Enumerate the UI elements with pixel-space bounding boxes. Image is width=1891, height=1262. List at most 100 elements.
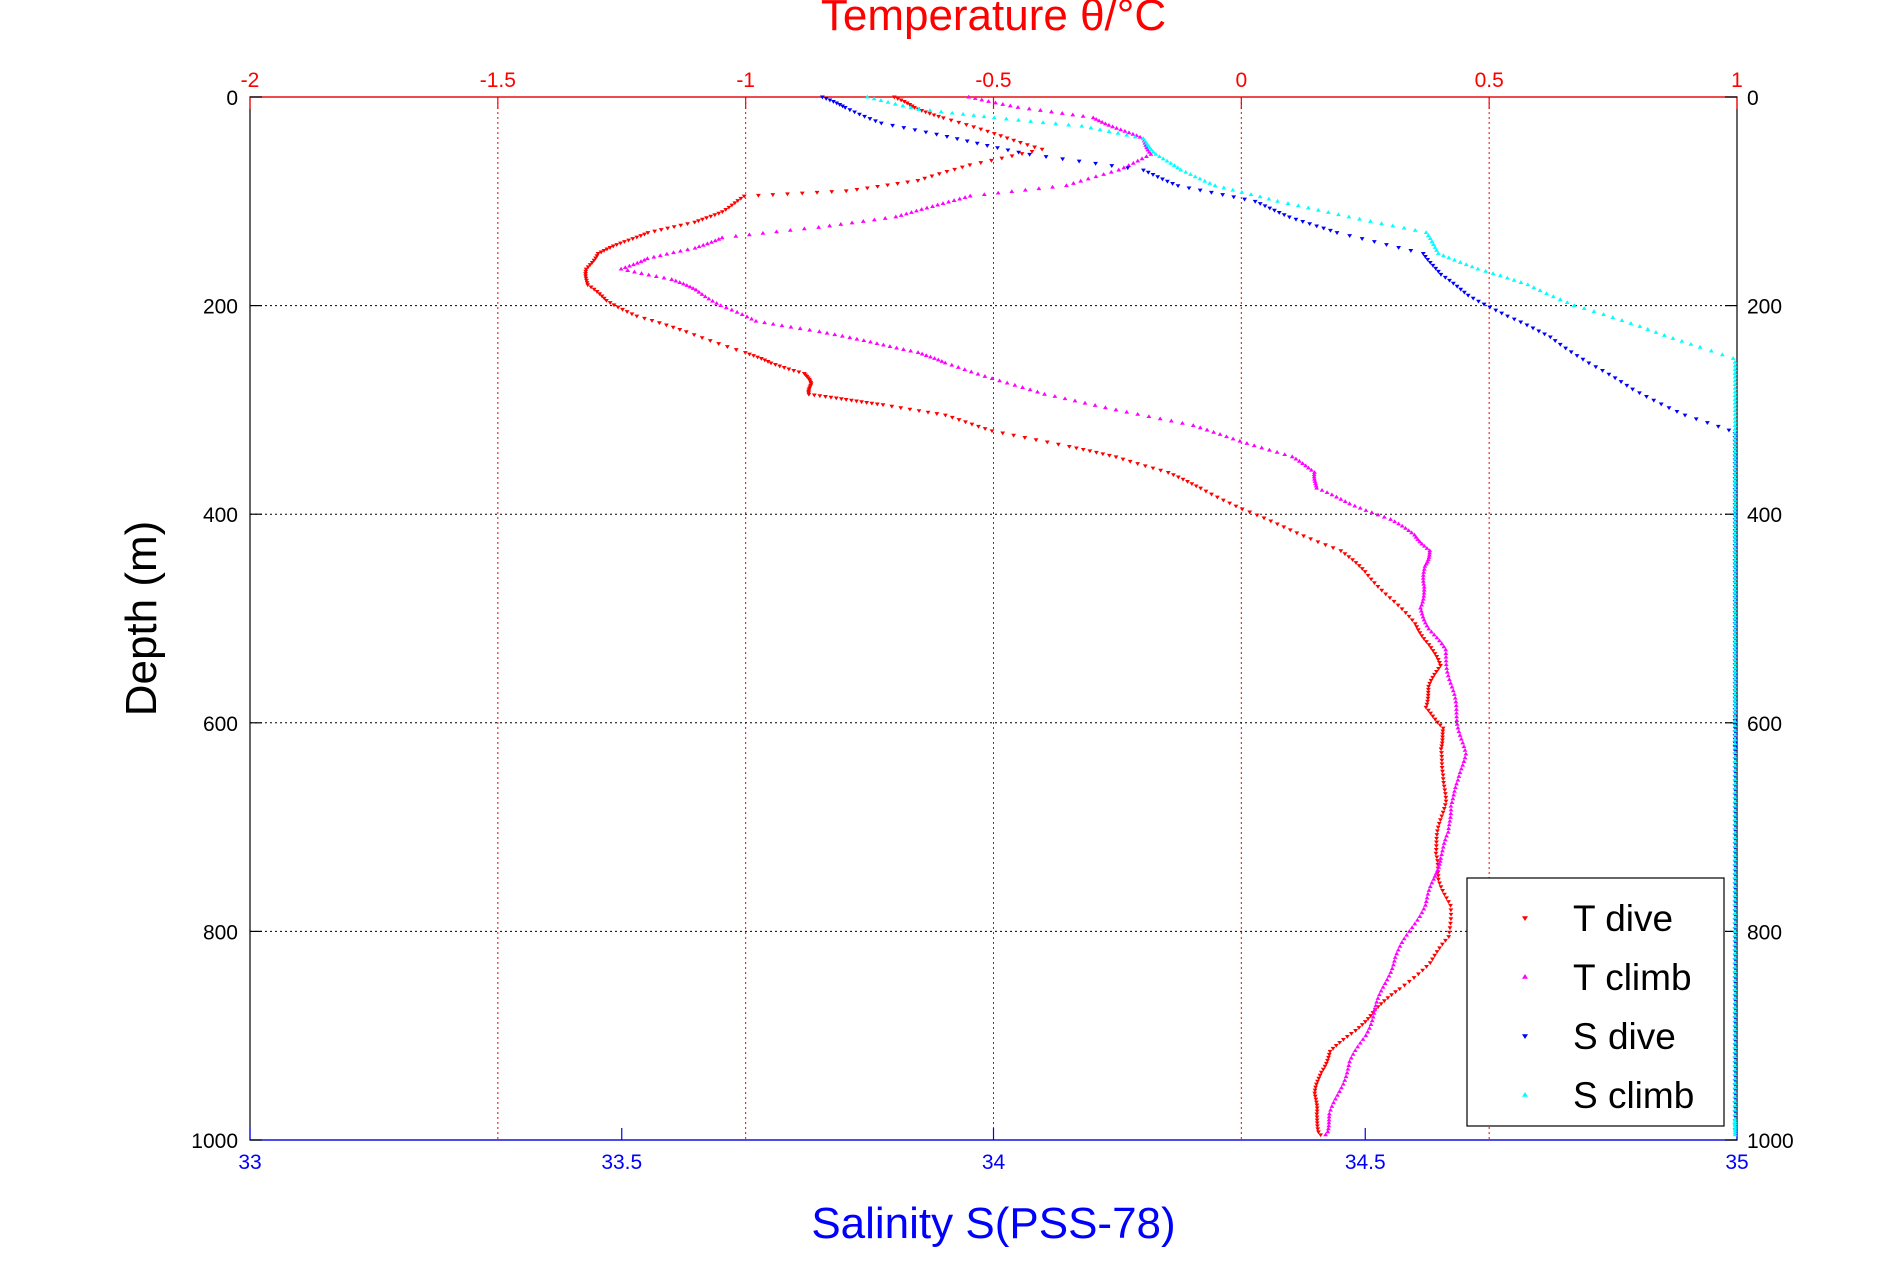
- data-point: [860, 219, 866, 223]
- data-point: [1266, 196, 1272, 201]
- data-point: [871, 217, 877, 222]
- data-point: [1338, 549, 1344, 554]
- data-point: [1426, 643, 1432, 647]
- data-point: [1145, 170, 1151, 175]
- data-point: [861, 338, 867, 343]
- bottom-tick-label: 33.5: [601, 1151, 642, 1174]
- data-point: [971, 113, 977, 117]
- data-point: [1666, 406, 1672, 411]
- data-point: [700, 217, 705, 222]
- data-point: [1443, 658, 1449, 663]
- data-point: [1439, 814, 1445, 819]
- data-point: [1732, 616, 1738, 621]
- data-point: [974, 141, 980, 146]
- data-point: [738, 196, 744, 201]
- data-point: [1198, 486, 1204, 491]
- data-point: [895, 97, 901, 101]
- data-point: [967, 163, 973, 168]
- data-point: [1183, 169, 1189, 174]
- data-point: [1155, 175, 1161, 180]
- data-point: [1411, 976, 1417, 980]
- data-point: [796, 370, 802, 375]
- data-point: [1450, 688, 1456, 693]
- data-point: [1328, 228, 1333, 233]
- data-point: [1274, 449, 1280, 454]
- data-point: [1732, 736, 1738, 741]
- data-point: [864, 401, 870, 405]
- data-point: [1732, 1027, 1738, 1032]
- data-point: [964, 139, 970, 144]
- data-point: [624, 310, 630, 314]
- data-point: [927, 111, 933, 116]
- data-point: [1000, 431, 1006, 436]
- data-point: [1296, 458, 1302, 463]
- data-point: [692, 245, 698, 250]
- data-point: [1353, 1029, 1358, 1033]
- data-point: [1392, 955, 1398, 959]
- data-point: [991, 115, 997, 120]
- data-point: [1440, 844, 1446, 849]
- data-point: [806, 392, 812, 397]
- data-point: [1447, 926, 1453, 931]
- data-point: [1344, 1035, 1350, 1039]
- data-point: [712, 238, 718, 243]
- data-point: [1732, 1103, 1738, 1108]
- data-point: [1130, 131, 1136, 136]
- data-point: [1082, 400, 1088, 405]
- data-point: [1027, 152, 1033, 157]
- data-point: [1440, 735, 1445, 740]
- data-point: [1433, 266, 1439, 271]
- data-point: [693, 287, 699, 292]
- data-point: [797, 326, 803, 331]
- data-point: [1275, 198, 1280, 203]
- data-point: [1732, 490, 1738, 495]
- data-point: [1423, 230, 1429, 235]
- data-point: [1171, 473, 1176, 478]
- data-point: [755, 193, 761, 198]
- data-point: [583, 267, 589, 272]
- data-point: [1732, 1112, 1738, 1117]
- data-point: [1732, 382, 1738, 387]
- data-point: [1732, 709, 1738, 714]
- data-point: [1372, 1007, 1378, 1012]
- data-point: [892, 101, 898, 106]
- data-point: [903, 211, 909, 216]
- data-point: [1403, 525, 1408, 530]
- data-point: [1443, 647, 1449, 652]
- left-tick-label: 200: [203, 296, 238, 319]
- data-point: [1431, 876, 1437, 881]
- data-point: [1439, 758, 1445, 763]
- data-point: [1050, 184, 1055, 189]
- data-point: [1525, 282, 1531, 287]
- data-point: [1732, 672, 1738, 677]
- data-point: [1450, 796, 1456, 801]
- data-point: [1424, 623, 1430, 628]
- data-point: [799, 191, 805, 196]
- data-point: [946, 199, 951, 204]
- data-point: [753, 318, 759, 323]
- data-point: [1732, 579, 1738, 584]
- data-point: [1732, 1031, 1738, 1036]
- data-point: [898, 213, 904, 217]
- data-point: [1252, 199, 1258, 204]
- data-point: [1732, 467, 1738, 472]
- data-point: [849, 220, 855, 225]
- data-point: [1018, 141, 1023, 145]
- data-point: [1042, 391, 1047, 396]
- data-point: [1732, 960, 1738, 965]
- data-point: [1440, 848, 1445, 853]
- data-point: [1448, 912, 1454, 917]
- data-point: [909, 210, 914, 214]
- data-point: [1401, 936, 1407, 941]
- data-point: [1261, 516, 1267, 521]
- data-point: [1427, 884, 1433, 889]
- bottom-axis-title: Salinity S(PSS-78): [811, 1199, 1175, 1248]
- data-point: [811, 393, 817, 398]
- data-point: [1591, 309, 1597, 313]
- data-point: [1308, 537, 1314, 542]
- data-point: [768, 361, 774, 366]
- legend-label: T dive: [1573, 898, 1673, 939]
- data-point: [1293, 456, 1299, 461]
- data-point: [1214, 495, 1220, 500]
- data-point: [707, 339, 713, 344]
